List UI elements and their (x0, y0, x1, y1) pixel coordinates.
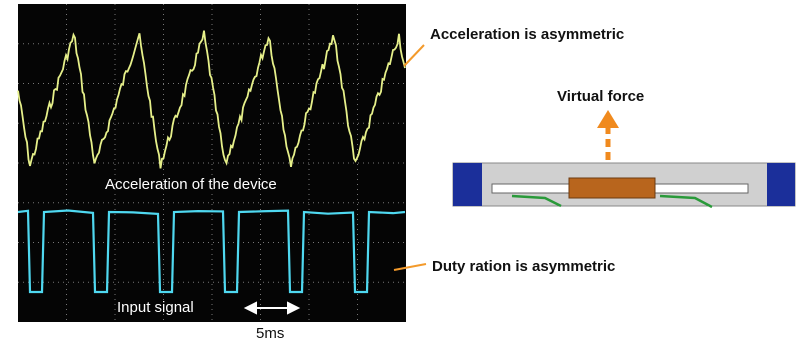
callout: Duty ration is asymmetric (432, 258, 615, 275)
callout: Acceleration is asymmetric (430, 26, 624, 43)
device (453, 163, 795, 207)
force-label: Virtual force (557, 88, 644, 105)
trace-label: Acceleration of the device (105, 176, 277, 193)
time-scale: 5ms (256, 325, 284, 342)
callout-line (404, 45, 424, 66)
force-arrow (597, 110, 619, 160)
figure: Acceleration of the device Input signal … (0, 0, 798, 344)
trace-label: Input signal (117, 299, 194, 316)
